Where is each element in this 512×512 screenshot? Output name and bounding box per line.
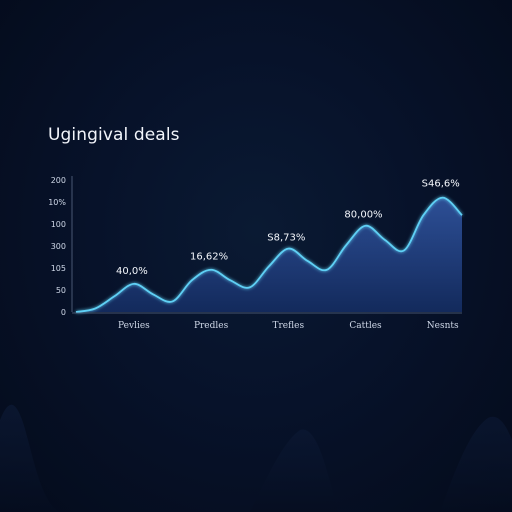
x-axis: Pevlies Predles Trefles Cattles Nesnts <box>72 312 462 331</box>
y-tick-label: 200 <box>51 176 66 185</box>
x-tick-label: Nesnts <box>427 321 459 331</box>
data-label: S46,6% <box>422 179 460 190</box>
data-labels: 40,0% 16,62% S8,73% 80,00% S46,6% <box>116 179 460 277</box>
y-tick-label: 50 <box>56 286 66 295</box>
data-label: 16,62% <box>190 252 228 263</box>
series-area <box>76 197 462 312</box>
data-label: 40,0% <box>116 266 148 277</box>
y-tick-label: 105 <box>51 264 66 273</box>
y-tick-label: 100 <box>51 220 66 229</box>
data-label: S8,73% <box>267 232 305 243</box>
series-line <box>75 196 463 313</box>
chart-title: Ugingival deals <box>48 125 180 145</box>
data-label: 80,00% <box>344 209 382 220</box>
x-tick-label: Pevlies <box>118 321 150 331</box>
x-tick-label: Predles <box>194 321 229 331</box>
y-axis: 200 10% 100 300 105 50 0 <box>48 176 73 317</box>
y-tick-label: 0 <box>61 308 66 317</box>
x-tick-label: Cattles <box>349 321 382 331</box>
y-tick-label: 300 <box>51 242 66 251</box>
plot-area <box>75 196 463 313</box>
x-tick-label: Trefles <box>273 321 305 331</box>
y-tick-label: 10% <box>48 198 66 207</box>
